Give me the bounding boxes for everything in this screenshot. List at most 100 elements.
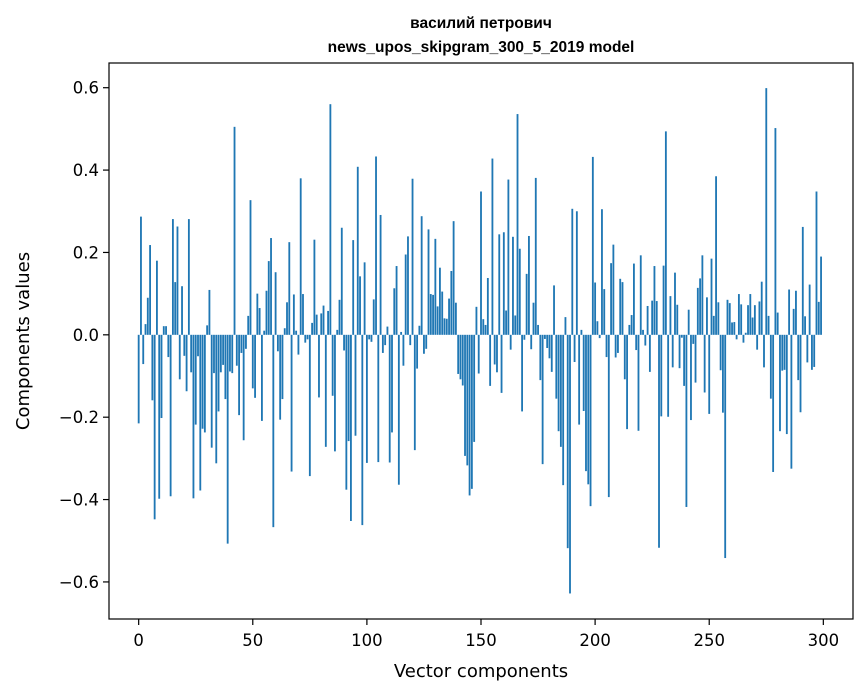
- bar: [735, 334, 738, 340]
- bar: [224, 334, 227, 400]
- bar: [295, 330, 298, 335]
- bar: [765, 88, 768, 335]
- bar: [308, 334, 311, 477]
- bar: [233, 126, 236, 335]
- bar: [425, 334, 428, 349]
- bar: [338, 299, 341, 335]
- bar: [642, 329, 644, 335]
- bar: [329, 104, 332, 335]
- bar: [712, 315, 715, 335]
- bar: [779, 334, 781, 432]
- bar: [667, 334, 670, 417]
- bar: [505, 310, 508, 335]
- bar: [617, 334, 619, 353]
- bar: [737, 294, 740, 335]
- bar: [402, 334, 405, 366]
- bar: [482, 319, 485, 335]
- bar: [489, 334, 492, 386]
- bar: [427, 229, 430, 335]
- bar: [639, 255, 642, 335]
- bar: [562, 334, 565, 486]
- bar: [699, 278, 702, 335]
- bar: [420, 216, 423, 335]
- bar: [194, 334, 197, 425]
- bar: [534, 177, 537, 335]
- bar: [464, 334, 466, 456]
- bar: [678, 334, 681, 369]
- bar: [480, 191, 482, 335]
- bar: [174, 282, 177, 335]
- bar: [555, 334, 558, 399]
- x-tick-label: 0: [133, 631, 144, 650]
- bar: [623, 334, 626, 380]
- bar: [313, 239, 316, 335]
- bar: [388, 334, 391, 463]
- bar: [514, 315, 517, 335]
- bar: [413, 334, 416, 451]
- bar: [756, 334, 759, 350]
- bar: [633, 263, 635, 335]
- bar: [203, 334, 206, 433]
- x-tick-label: 50: [242, 631, 263, 650]
- bar: [240, 334, 243, 353]
- bar: [201, 334, 204, 429]
- bar: [772, 334, 775, 472]
- bar: [795, 290, 797, 335]
- y-tick-label: 0.0: [73, 326, 99, 345]
- bar: [416, 334, 419, 369]
- x-axis-ticks: 0 50 100 150 200 250 300: [133, 619, 839, 650]
- bar: [331, 334, 334, 396]
- bar: [502, 232, 505, 335]
- bar: [340, 227, 343, 335]
- bar: [591, 156, 594, 335]
- bar: [254, 334, 256, 398]
- bar: [354, 334, 357, 436]
- y-tick-label: −0.4: [59, 491, 99, 510]
- bar: [653, 266, 656, 335]
- bar: [630, 315, 633, 335]
- bar: [530, 334, 533, 350]
- bar: [801, 226, 804, 335]
- bar: [548, 334, 551, 359]
- bar: [327, 310, 330, 335]
- bar: [153, 334, 156, 520]
- bar: [719, 334, 722, 371]
- bar: [324, 334, 327, 447]
- bar: [664, 131, 667, 335]
- bar: [701, 255, 704, 335]
- bar: [820, 256, 822, 335]
- bar: [258, 308, 261, 335]
- bar: [379, 214, 382, 335]
- bar: [320, 313, 323, 335]
- bar: [386, 326, 389, 335]
- bar: [648, 334, 651, 372]
- bar: [569, 334, 571, 594]
- bar: [521, 334, 523, 412]
- bar: [473, 334, 476, 442]
- bar: [566, 334, 569, 549]
- bar: [299, 178, 302, 335]
- bar: [512, 236, 514, 335]
- y-tick-label: 0.2: [73, 243, 99, 262]
- bar: [272, 334, 275, 528]
- bar: [605, 334, 608, 358]
- bar: [192, 334, 195, 499]
- bar: [137, 334, 140, 424]
- bar: [315, 314, 318, 335]
- bar: [575, 211, 578, 335]
- bar: [580, 329, 583, 335]
- bar: [710, 258, 713, 335]
- y-axis-label: Components values: [13, 252, 34, 430]
- bar: [484, 324, 487, 335]
- bar: [690, 334, 692, 421]
- bar: [187, 219, 190, 335]
- bar: [477, 334, 480, 374]
- bar: [578, 334, 581, 425]
- bar: [436, 306, 439, 335]
- bar: [199, 334, 202, 491]
- bar: [731, 322, 733, 335]
- bar: [680, 334, 683, 338]
- x-tick-label: 200: [579, 631, 611, 650]
- bar: [229, 334, 231, 372]
